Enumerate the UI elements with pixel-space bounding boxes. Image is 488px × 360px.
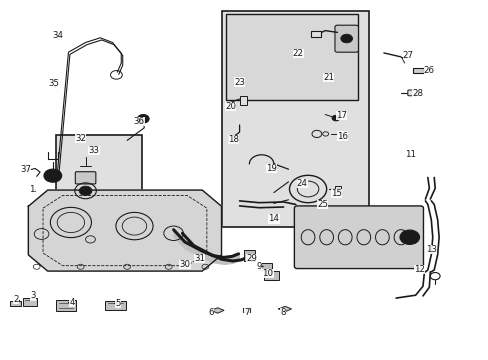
- Bar: [23, 298, 37, 306]
- FancyBboxPatch shape: [334, 25, 358, 52]
- Text: 1: 1: [29, 184, 35, 194]
- Polygon shape: [278, 306, 291, 312]
- FancyBboxPatch shape: [407, 90, 417, 96]
- FancyBboxPatch shape: [75, 172, 96, 184]
- Text: 17: 17: [335, 111, 346, 120]
- Text: 27: 27: [402, 51, 413, 60]
- Text: 12: 12: [413, 265, 424, 274]
- Text: 14: 14: [268, 214, 279, 223]
- Bar: [228, 135, 234, 141]
- Text: 5: 5: [115, 299, 121, 308]
- Circle shape: [331, 115, 339, 121]
- Circle shape: [79, 186, 92, 195]
- Circle shape: [44, 169, 61, 182]
- Text: 19: 19: [265, 164, 276, 173]
- Text: 35: 35: [48, 79, 59, 88]
- Text: 29: 29: [246, 254, 257, 263]
- Text: 21: 21: [323, 73, 333, 82]
- Text: 28: 28: [412, 89, 423, 98]
- Bar: [334, 186, 340, 192]
- Circle shape: [137, 114, 149, 123]
- Bar: [10, 301, 20, 306]
- Text: 23: 23: [234, 77, 244, 86]
- Circle shape: [49, 173, 57, 179]
- Text: 25: 25: [317, 200, 327, 209]
- Bar: [56, 135, 142, 223]
- Polygon shape: [28, 190, 221, 271]
- Text: 37: 37: [20, 165, 31, 174]
- Text: 15: 15: [330, 189, 341, 198]
- Text: 22: 22: [292, 49, 303, 58]
- Text: 20: 20: [225, 102, 236, 111]
- Text: 34: 34: [52, 31, 63, 40]
- Text: 11: 11: [405, 150, 415, 159]
- Bar: [222, 11, 368, 227]
- Text: 36: 36: [134, 117, 144, 126]
- Text: 18: 18: [227, 135, 238, 144]
- Text: 30: 30: [179, 260, 190, 269]
- Bar: [239, 96, 246, 105]
- Text: 32: 32: [75, 134, 86, 143]
- Bar: [412, 68, 423, 73]
- Circle shape: [340, 34, 352, 43]
- Text: 6: 6: [208, 308, 214, 317]
- Text: 9: 9: [256, 262, 261, 271]
- Bar: [105, 301, 125, 310]
- Bar: [244, 250, 255, 261]
- Bar: [225, 14, 357, 100]
- FancyBboxPatch shape: [294, 206, 423, 269]
- Bar: [260, 263, 272, 270]
- Text: 4: 4: [69, 298, 75, 307]
- Text: 7: 7: [244, 308, 249, 317]
- Bar: [56, 300, 76, 311]
- Circle shape: [399, 230, 419, 244]
- Text: 33: 33: [88, 146, 99, 155]
- Polygon shape: [243, 308, 250, 312]
- Text: 8: 8: [279, 308, 285, 317]
- Bar: [264, 271, 278, 280]
- Text: 13: 13: [425, 245, 436, 254]
- Text: 16: 16: [336, 132, 347, 140]
- Text: 2: 2: [13, 295, 19, 304]
- Text: 24: 24: [296, 179, 307, 188]
- Text: 31: 31: [194, 254, 204, 263]
- Polygon shape: [211, 308, 224, 313]
- Text: 10: 10: [262, 269, 273, 278]
- Text: 26: 26: [423, 66, 434, 75]
- Bar: [310, 31, 321, 37]
- Text: 3: 3: [30, 291, 36, 300]
